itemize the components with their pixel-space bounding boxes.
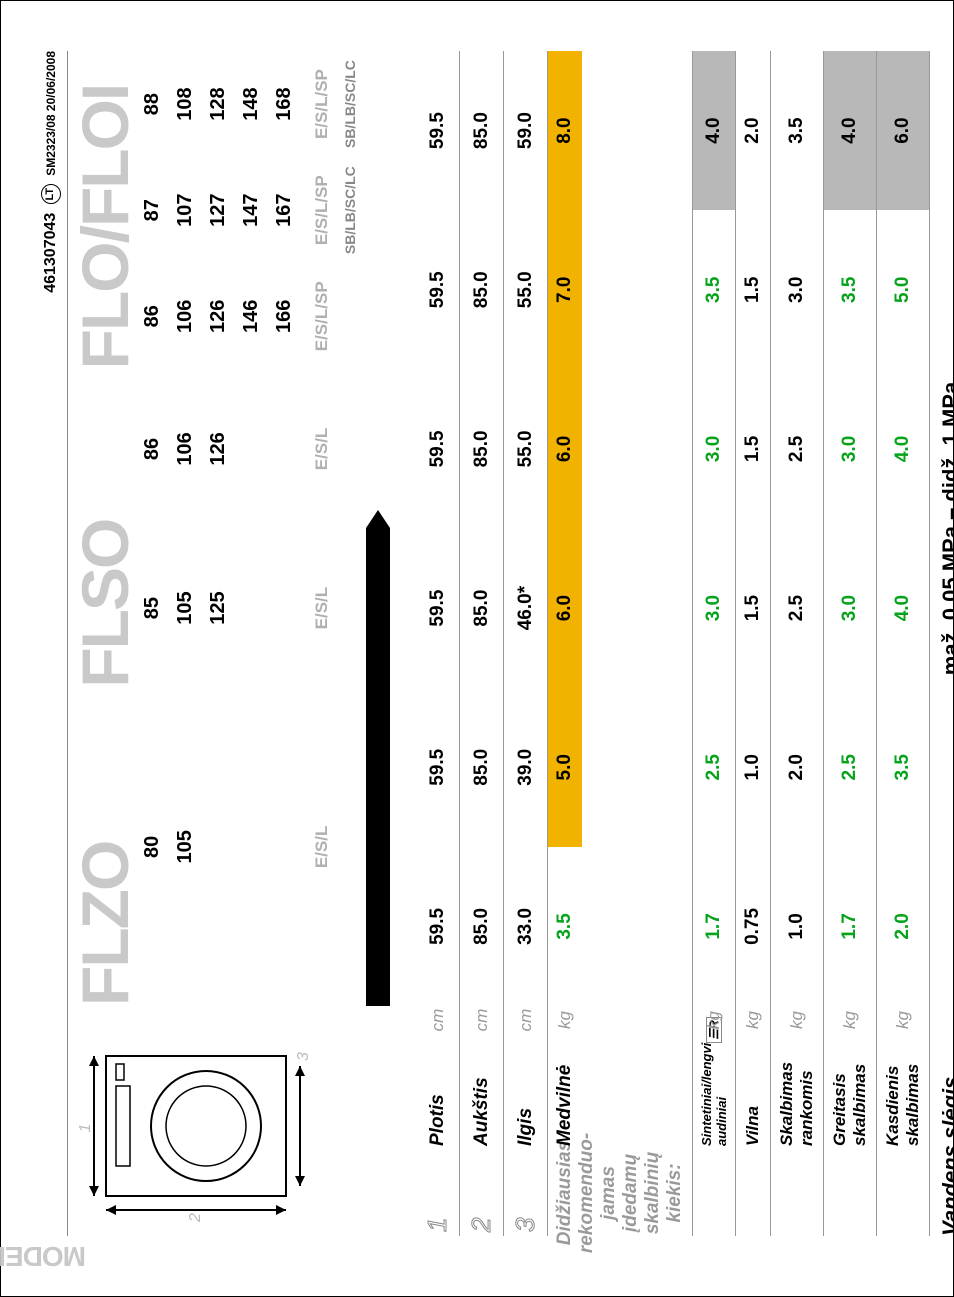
pressure-label: Vandens slėgis bbox=[938, 1006, 954, 1236]
pressure-value: maž. 0,05 MPa – didž. 1 MPa bbox=[938, 51, 954, 1006]
dim-val: 107 bbox=[174, 194, 197, 227]
dims-col-1: 80 105 E/S/L bbox=[141, 688, 332, 1006]
dims-col-23: 85 105 125 E/S/L 86 106 126 E/S/L bbox=[141, 369, 332, 687]
dimensions-diagram: MODELIS 1 2 bbox=[76, 1006, 336, 1236]
dim-val: 85 bbox=[141, 597, 164, 619]
dim-val: 147 bbox=[240, 194, 263, 227]
dim-val: 80 bbox=[141, 836, 164, 858]
brand-1: FLZO bbox=[76, 688, 135, 1006]
doc-code: SM2323/08 20/06/2008 bbox=[44, 51, 58, 176]
dim-val: 88 bbox=[141, 93, 164, 115]
black-arrow-bar bbox=[366, 51, 390, 1236]
brand-3: FLO/FLOI bbox=[76, 51, 135, 369]
dim-val: 87 bbox=[141, 199, 164, 221]
dim-val: 125 bbox=[207, 591, 230, 624]
model-tag: E/S/L bbox=[312, 826, 332, 869]
dim-val: 166 bbox=[273, 300, 296, 333]
model-tag: E/S/L/SP bbox=[312, 281, 332, 351]
sb-tag: SB/LB/SC/LC bbox=[342, 166, 358, 254]
header: 461307043 LT SM2323/08 20/06/2008 bbox=[41, 51, 61, 1236]
dim-val: 86 bbox=[141, 438, 164, 460]
svg-text:1: 1 bbox=[77, 1124, 94, 1133]
model-tag: E/S/L bbox=[312, 428, 332, 471]
dim-val: 86 bbox=[141, 305, 164, 327]
dim-val: 126 bbox=[207, 432, 230, 465]
brand-2: FLSO bbox=[76, 369, 135, 687]
dim-val: 127 bbox=[207, 194, 230, 227]
dim-val: 128 bbox=[207, 87, 230, 120]
dim-val: 105 bbox=[174, 830, 197, 863]
svg-text:3: 3 bbox=[295, 1052, 312, 1061]
sb-tag: SB/LB/SC/LC bbox=[342, 60, 358, 148]
dim-val: 108 bbox=[174, 87, 197, 120]
model-tag: E/S/L bbox=[312, 587, 332, 630]
dim-val: 168 bbox=[273, 87, 296, 120]
model-tag: E/S/L/SP bbox=[312, 175, 332, 245]
spec-table: 1 Plotis cm59.559.559.559.559.559.5 2 Au… bbox=[416, 51, 930, 1236]
svg-text:2: 2 bbox=[187, 1213, 204, 1223]
modelis-label: MODELIS bbox=[0, 1240, 86, 1272]
dim-val: 106 bbox=[174, 300, 197, 333]
lang-badge: LT bbox=[41, 184, 61, 204]
part-number: 461307043 bbox=[42, 213, 59, 293]
dim-val: 146 bbox=[240, 300, 263, 333]
dim-val: 167 bbox=[273, 194, 296, 227]
dim-val: 105 bbox=[174, 591, 197, 624]
dims-col-456: 86 106 126 146 166 E/S/L/SP 87 107 127 1… bbox=[141, 51, 358, 369]
dim-val: 126 bbox=[207, 300, 230, 333]
dim-val: 106 bbox=[174, 432, 197, 465]
dim-val: 148 bbox=[240, 87, 263, 120]
model-tag: E/S/L/SP bbox=[312, 69, 332, 139]
